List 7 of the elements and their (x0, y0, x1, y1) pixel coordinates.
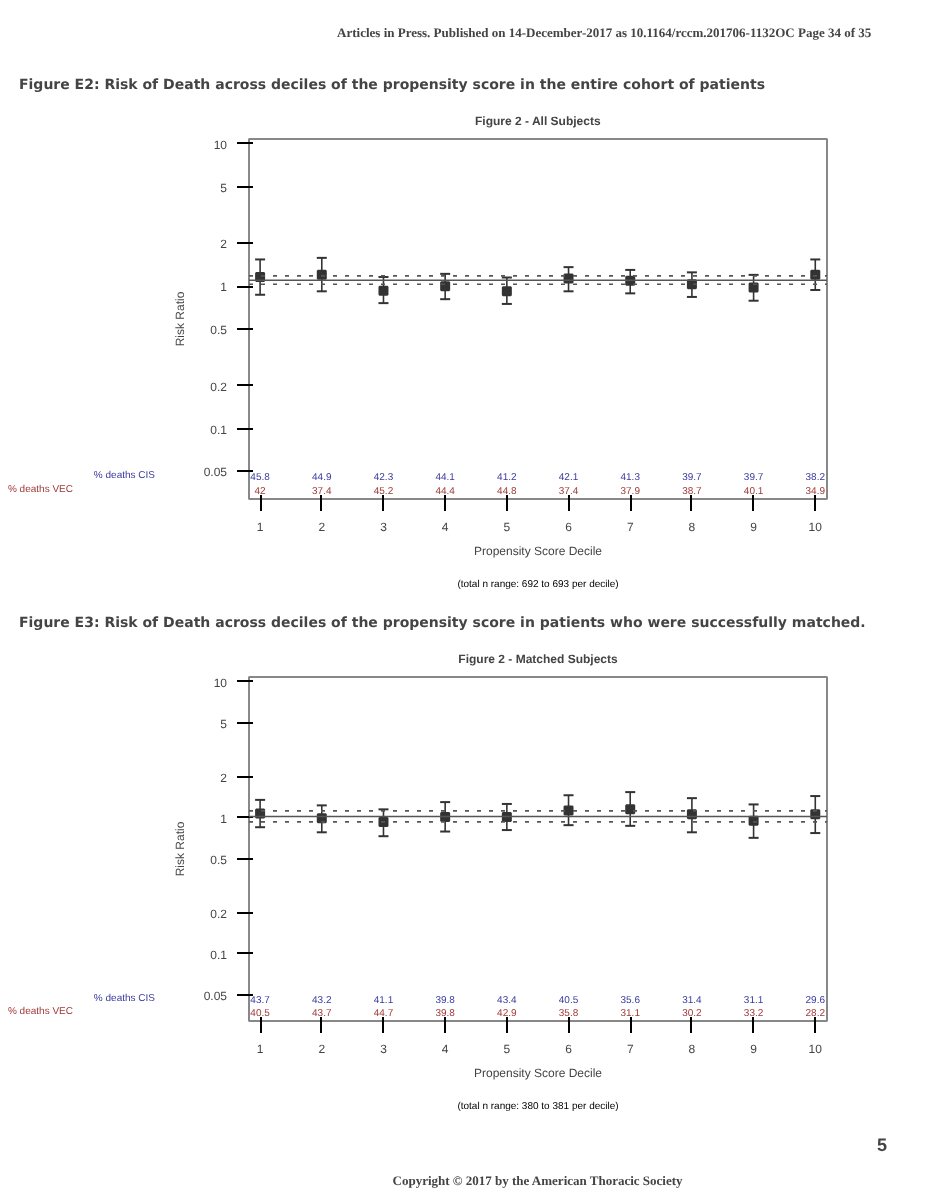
point (625, 804, 636, 815)
point (440, 281, 451, 292)
point (501, 286, 512, 297)
point (378, 285, 389, 296)
text: 5 (876, 1135, 888, 1155)
point (748, 282, 759, 293)
point (563, 805, 574, 816)
